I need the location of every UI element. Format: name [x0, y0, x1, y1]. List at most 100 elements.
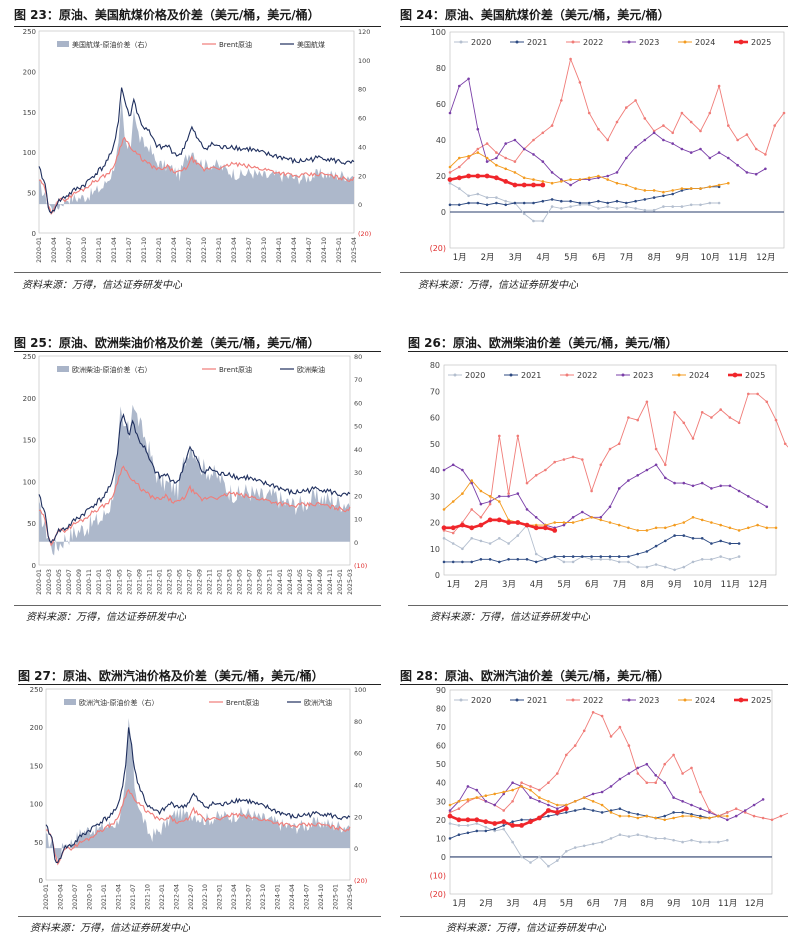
data-point-2021 — [590, 555, 593, 558]
x-tick-label: 2024-11 — [327, 569, 334, 595]
data-point-2022 — [591, 711, 595, 714]
spread-area — [46, 718, 350, 861]
plot-frame — [38, 355, 351, 566]
data-point-2023 — [442, 468, 446, 472]
title-rule — [18, 684, 381, 685]
y-tick-label: (20) — [430, 890, 446, 899]
data-point-2023 — [534, 516, 538, 519]
data-point-2020 — [615, 207, 619, 210]
data-point-2021 — [690, 813, 693, 816]
data-point-2020 — [728, 558, 732, 561]
data-point-2021 — [609, 809, 613, 812]
data-point-2020 — [636, 833, 640, 836]
series-line-2020 — [443, 524, 740, 571]
data-point-2022 — [562, 458, 566, 461]
x-tick-label: 2023-03 — [227, 569, 234, 595]
data-point-2020 — [690, 838, 693, 842]
x-tick-label: 2022-11 — [207, 569, 214, 595]
data-point-2022 — [597, 127, 600, 131]
data-point-2025 — [519, 823, 524, 828]
y-right-tick-label: 70 — [354, 376, 362, 384]
data-point-2020 — [534, 552, 538, 556]
data-point-2021 — [522, 201, 526, 205]
x-tick-label: 2024-04 — [289, 884, 296, 910]
data-point-2023 — [634, 145, 637, 149]
legend-swatch — [57, 366, 69, 372]
data-point-2022 — [550, 124, 554, 127]
x-tick-label: 2024-09 — [317, 569, 324, 595]
data-point-2023 — [673, 481, 676, 485]
legend-marker — [571, 698, 575, 702]
y-left-tick-label: 150 — [23, 437, 36, 445]
data-point-2021 — [615, 199, 619, 203]
x-tick-label: 2020-10 — [81, 237, 88, 263]
data-point-2025 — [465, 817, 471, 823]
y-right-tick-label: 30 — [354, 469, 362, 477]
data-point-2024 — [627, 814, 631, 818]
data-point-2021 — [541, 199, 545, 203]
data-point-2023 — [765, 505, 769, 509]
y-left-tick-label: 150 — [30, 762, 43, 770]
data-point-2022 — [556, 772, 559, 775]
x-tick-label: 2022-01 — [156, 237, 163, 263]
x-tick-label: 2022-04 — [171, 237, 178, 263]
data-point-2022 — [488, 502, 492, 506]
data-point-2022 — [747, 392, 750, 396]
legend-label: 2022 — [577, 371, 597, 380]
x-tick-label: 2021-07 — [130, 884, 137, 910]
data-point-2023 — [643, 138, 647, 142]
x-tick-label: 4月 — [536, 253, 550, 263]
y-tick-label: 30 — [430, 492, 440, 501]
x-tick-label: 2020-04 — [51, 237, 58, 263]
data-point-2020 — [627, 560, 630, 564]
data-point-2021 — [627, 811, 631, 814]
data-point-2022 — [476, 147, 480, 151]
data-point-2025 — [506, 520, 511, 525]
data-point-2022 — [691, 437, 695, 440]
data-point-2023 — [708, 811, 711, 814]
data-point-2024 — [636, 529, 639, 532]
x-tick-label: 2020-07 — [72, 884, 79, 910]
data-point-2022 — [511, 800, 514, 803]
x-tick-label: 11月 — [728, 253, 747, 263]
data-point-2022 — [736, 138, 739, 142]
legend-label: 2020 — [471, 696, 491, 705]
y-right-tick-label: (20) — [358, 230, 371, 238]
data-point-2020 — [488, 542, 492, 545]
data-point-2025 — [484, 173, 490, 179]
data-point-2020 — [645, 565, 649, 569]
x-tick-label: 7月 — [613, 899, 627, 909]
x-tick-label: 2021-11 — [146, 569, 153, 595]
data-point-2023 — [504, 142, 507, 145]
data-point-2024 — [652, 189, 656, 192]
data-point-2024 — [448, 165, 452, 169]
data-point-2021 — [581, 555, 584, 558]
legend-marker — [738, 697, 744, 703]
x-tick-label: 2025-04 — [351, 237, 358, 263]
data-point-2020 — [717, 201, 721, 205]
data-point-2023 — [691, 484, 695, 488]
data-point-2022 — [467, 156, 470, 160]
data-point-2024 — [618, 814, 622, 818]
y-right-tick-label: 40 — [354, 782, 362, 790]
data-point-2023 — [752, 803, 756, 807]
data-point-2021 — [532, 201, 535, 205]
data-point-2024 — [532, 178, 535, 181]
data-point-2024 — [726, 814, 729, 818]
data-point-2021 — [573, 809, 577, 812]
data-point-2023 — [662, 138, 665, 142]
legend-marker — [571, 40, 575, 44]
data-point-2024 — [597, 174, 600, 178]
data-point-2021 — [571, 555, 575, 558]
data-point-2025 — [552, 528, 558, 533]
data-point-2021 — [587, 201, 591, 205]
data-point-2021 — [627, 555, 630, 558]
y-right-tick-label: 0 — [354, 845, 358, 853]
y-tick-label: 10 — [430, 545, 440, 554]
data-point-2021 — [681, 811, 684, 814]
data-point-2023 — [470, 481, 473, 485]
x-tick-label: 2023-10 — [261, 237, 268, 263]
data-point-2022 — [756, 392, 759, 396]
y-left-tick-label: 0 — [32, 230, 36, 238]
legend-label: 2020 — [471, 38, 491, 47]
